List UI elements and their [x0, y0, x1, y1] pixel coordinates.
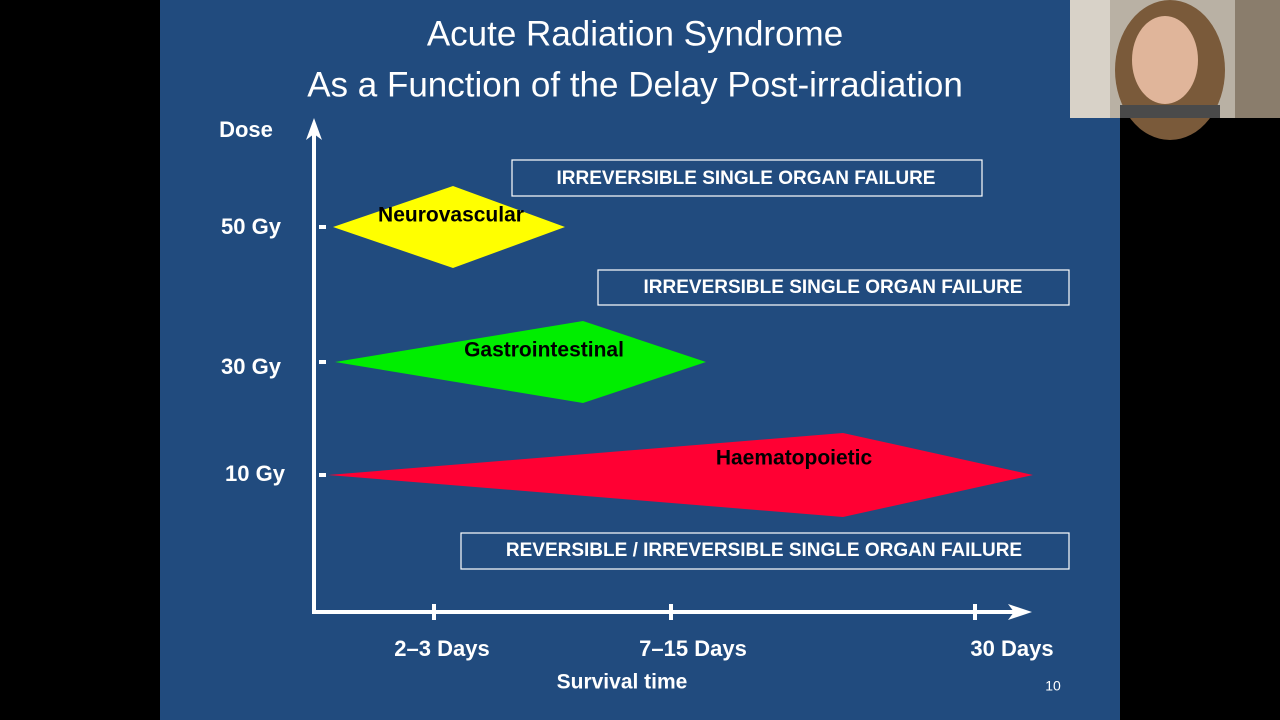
x-tick-label: 2–3 Days: [394, 636, 489, 661]
region-diamond: [333, 186, 565, 268]
box-label: REVERSIBLE / IRREVERSIBLE SINGLE ORGAN F…: [506, 540, 1022, 561]
title-line: As a Function of the Delay Post-irradiat…: [307, 65, 963, 104]
region-label: Neurovascular: [378, 204, 524, 227]
webcam: [1070, 0, 1280, 140]
y-axis-label: Dose: [219, 117, 273, 142]
x-tick-label: 30 Days: [970, 636, 1053, 661]
webcam-face: [1132, 16, 1198, 104]
x-axis-label: Survival time: [557, 671, 688, 694]
box: [511, 159, 983, 197]
axes: [312, 130, 1020, 620]
region-diamond: [335, 321, 706, 403]
region-diamond: [328, 433, 1033, 517]
webcam-shirt: [1120, 105, 1220, 118]
box-label: IRREVERSIBLE SINGLE ORGAN FAILURE: [557, 168, 936, 189]
webcam-wall: [1070, 0, 1110, 118]
y-tick-label: 10 Gy: [225, 461, 286, 486]
y-tick-label: 30 Gy: [221, 354, 282, 379]
box-label: IRREVERSIBLE SINGLE ORGAN FAILURE: [644, 277, 1023, 298]
y-tick-label: 50 Gy: [221, 214, 282, 239]
webcam-door: [1235, 0, 1280, 118]
page-number: 10: [1045, 678, 1061, 694]
region-label: Haematopoietic: [716, 447, 873, 470]
box: [460, 532, 1070, 570]
y-arrow: [306, 118, 322, 140]
x-arrow: [1008, 604, 1032, 620]
region-label: Gastrointestinal: [464, 339, 624, 362]
x-tick-label: 7–15 Days: [639, 636, 747, 661]
title-line: Acute Radiation Syndrome: [427, 14, 843, 53]
box: [597, 269, 1070, 306]
